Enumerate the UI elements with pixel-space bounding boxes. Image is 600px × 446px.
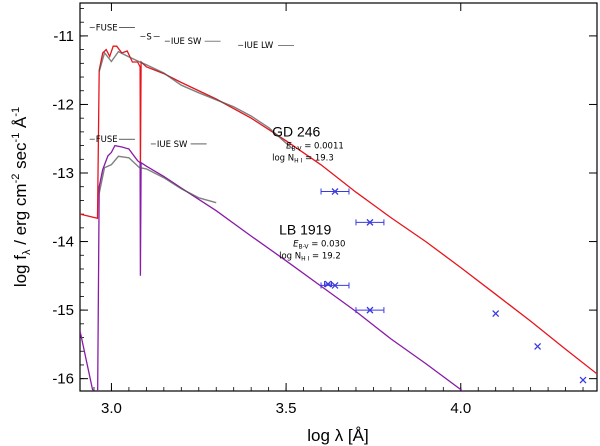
- object-nh: log NH I = 19.3: [272, 154, 334, 165]
- y-tick-label: -15: [52, 302, 74, 319]
- x-tick-label: 3.5: [276, 400, 297, 417]
- annotation-layer: FUSE S IUE SW IUE LW FUSE IUE SW GD 246 EB-V = …: [89, 23, 345, 263]
- plot-frame: [79, 2, 598, 392]
- y-axis-label-ang: Å: [11, 116, 30, 133]
- object-ebv: EB-V = 0.030: [293, 240, 345, 251]
- object-ebv: EB-V = 0.0011: [286, 142, 344, 153]
- series-gd-246-observed: [98, 50, 294, 150]
- x-axis-label: log λ [Å]: [307, 426, 368, 445]
- photometry-layer: [320, 188, 587, 384]
- y-tick-label: -13: [52, 165, 74, 182]
- y-tick-label: -12: [52, 96, 74, 113]
- y-axis-label: log fλ / erg cm-2 sec-1 Å-1: [10, 107, 33, 287]
- series-lb-1919-observed: [98, 155, 217, 204]
- instrument-label: IUE SW: [157, 140, 188, 150]
- series-layer: [80, 45, 597, 391]
- y-axis-label-exp3: -1: [10, 107, 22, 117]
- series-gd-246-model: [80, 45, 597, 375]
- photometry-point: [331, 188, 339, 195]
- y-axis-label-exp1: -2: [10, 174, 22, 184]
- photometry-point: [366, 306, 374, 314]
- instrument-label: FUSE: [96, 23, 118, 33]
- instrument-label: FUSE: [96, 135, 118, 145]
- instrument-label: S: [146, 32, 151, 42]
- y-tick-label: -14: [52, 234, 74, 251]
- object-name: GD 246: [272, 124, 320, 140]
- y-axis-label-rest: / erg cm: [11, 183, 30, 249]
- photometry-point: [534, 342, 542, 350]
- y-tick-label: -16: [52, 371, 74, 388]
- object-nh: log NH I = 19.2: [279, 252, 341, 263]
- instrument-label: IUE LW: [244, 41, 274, 51]
- x-tick-label: 3.0: [101, 400, 122, 417]
- object-name: LB 1919: [279, 222, 331, 238]
- y-axis-label-exp2: -1: [10, 133, 22, 143]
- photometry-point: [366, 218, 374, 226]
- series-lb-1919-model: [80, 144, 464, 391]
- x-tick-label: 4.0: [450, 400, 471, 417]
- y-axis-label-lambda: λ: [21, 249, 33, 255]
- y-tick-label: -11: [53, 28, 74, 45]
- photometry-point: [579, 376, 587, 384]
- photometry-point: [324, 280, 332, 288]
- photometry-point: [331, 281, 339, 289]
- y-axis-label-sec: sec: [11, 142, 30, 174]
- photometry-point: [492, 310, 500, 317]
- y-axis-label-logf: log f: [11, 255, 30, 287]
- axis-ticks: 3.0 3.5 4.0 -11 -12 -13 -14 -15 -16: [52, 3, 597, 417]
- instrument-label: IUE SW: [171, 37, 202, 47]
